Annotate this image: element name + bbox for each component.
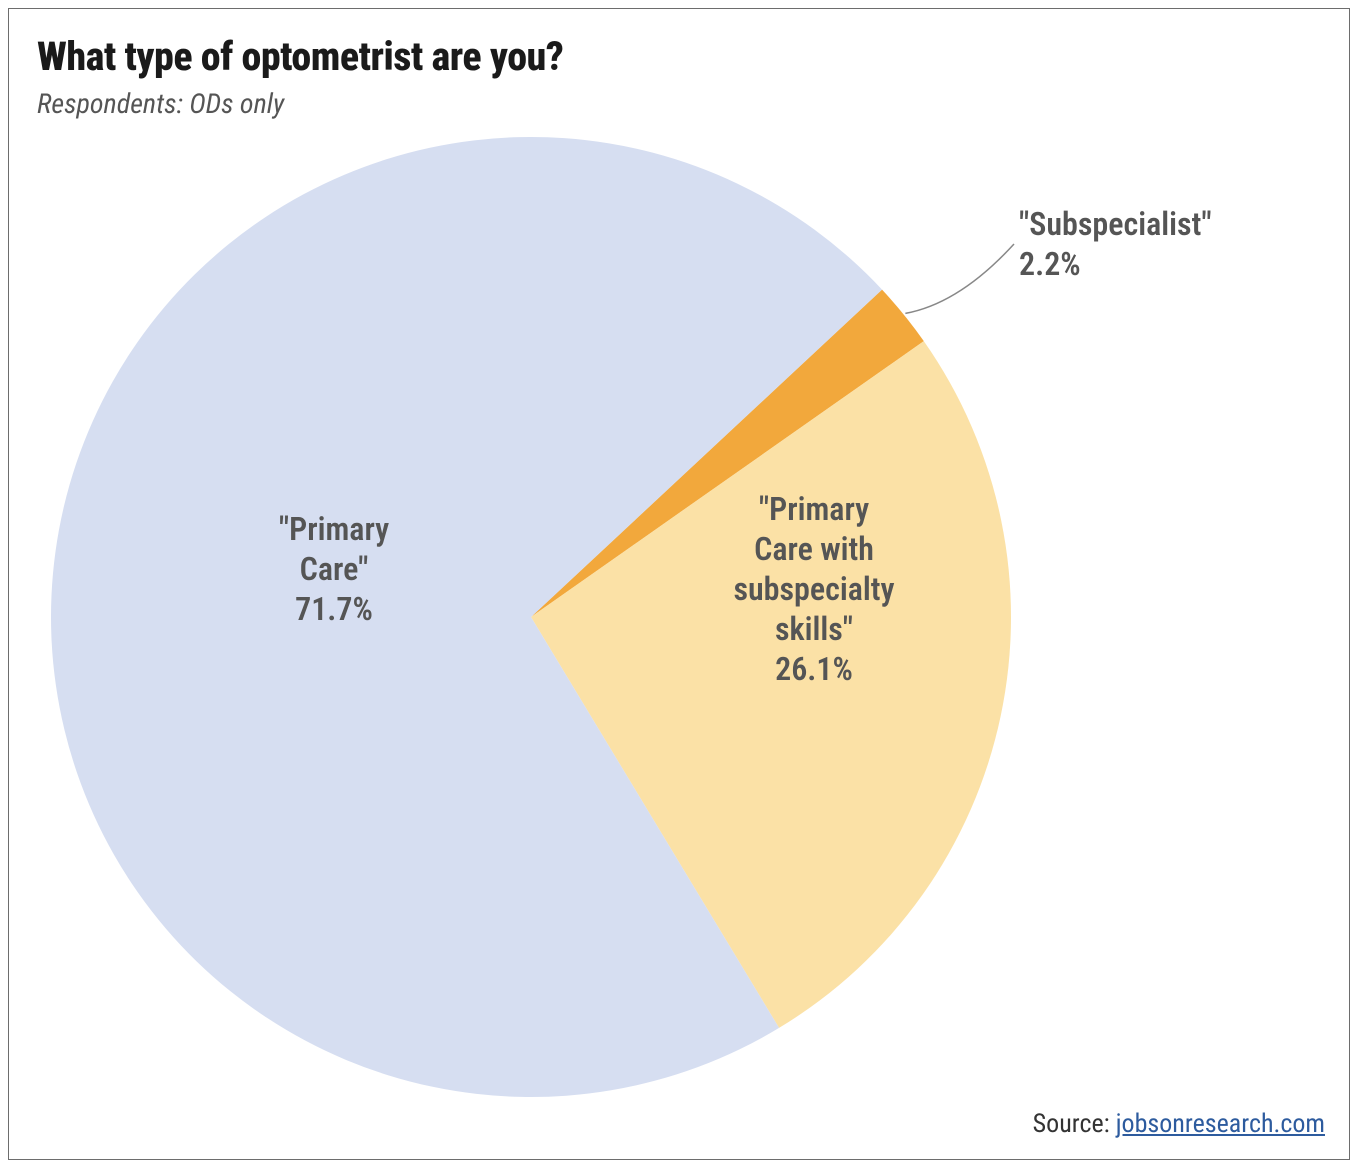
source-link[interactable]: jobsonresearch.com [1116, 1109, 1325, 1139]
chart-frame: What type of optometrist are you? Respon… [8, 8, 1350, 1160]
chart-source: Source: jobsonresearch.com [1033, 1109, 1325, 1139]
leader-line-subspecialist [9, 9, 1351, 1161]
source-prefix: Source: [1033, 1109, 1116, 1139]
